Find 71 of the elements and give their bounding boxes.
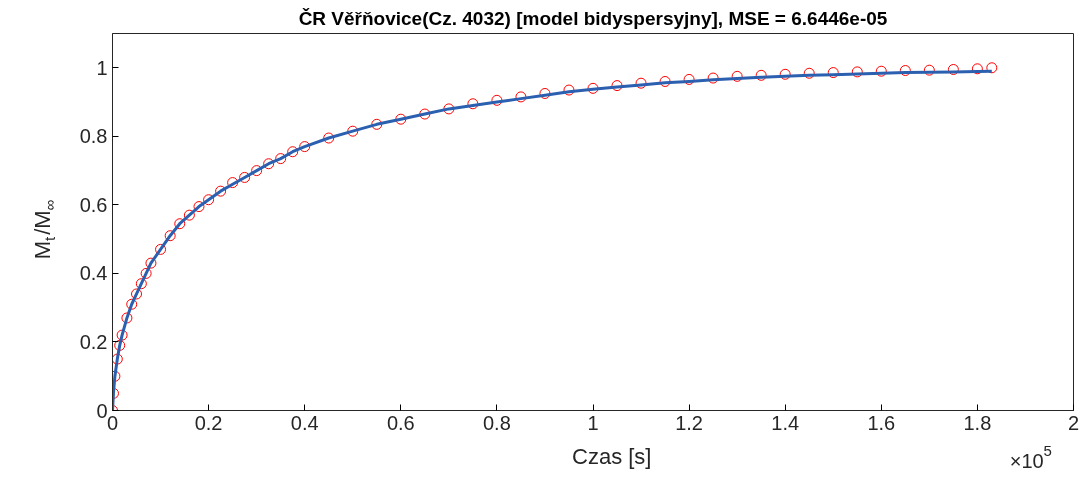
point bbox=[875, 65, 887, 77]
point bbox=[183, 209, 195, 221]
point bbox=[371, 118, 383, 130]
point bbox=[851, 66, 863, 78]
point bbox=[803, 67, 815, 79]
x-tick-label: 0.2 bbox=[194, 411, 223, 434]
y-tick-label: 0.6 bbox=[79, 193, 108, 216]
point bbox=[986, 62, 998, 74]
point bbox=[755, 69, 767, 81]
point bbox=[174, 218, 186, 230]
point bbox=[203, 194, 215, 206]
point bbox=[140, 267, 152, 279]
point bbox=[121, 312, 133, 324]
point bbox=[227, 177, 239, 189]
point bbox=[587, 82, 599, 94]
chart-title: ČR Věřňovice(Cz. 4032) [model bidyspersyjny], MSE = 6.6446e-05 bbox=[298, 7, 888, 29]
x-tick-label: 1.4 bbox=[771, 411, 800, 434]
point bbox=[611, 80, 623, 92]
x-tick-label: 1 bbox=[587, 411, 599, 434]
point bbox=[779, 68, 791, 80]
line-series bbox=[112, 69, 994, 411]
x-tick-label: 0.4 bbox=[290, 411, 319, 434]
point bbox=[515, 91, 527, 103]
point bbox=[731, 70, 743, 82]
point bbox=[251, 165, 263, 177]
point bbox=[299, 141, 311, 153]
point bbox=[114, 339, 126, 351]
y-axis-title: Mt/M∞ bbox=[30, 199, 58, 260]
point bbox=[563, 84, 575, 96]
point bbox=[467, 98, 479, 110]
point bbox=[491, 94, 503, 106]
point bbox=[155, 243, 167, 255]
point bbox=[112, 353, 123, 365]
point bbox=[131, 288, 143, 300]
x-tick-label: 0.8 bbox=[483, 411, 511, 434]
point bbox=[347, 125, 359, 137]
point bbox=[443, 103, 455, 115]
point bbox=[323, 132, 335, 144]
x-axis-title: Czas [s] bbox=[572, 444, 652, 469]
point bbox=[215, 185, 227, 197]
point bbox=[947, 64, 959, 75]
point bbox=[263, 158, 275, 170]
y-tick-label: 0.2 bbox=[79, 330, 108, 353]
point bbox=[126, 298, 138, 310]
point bbox=[164, 230, 176, 242]
point bbox=[827, 67, 839, 79]
point bbox=[395, 113, 407, 125]
y-tick-label: 0.4 bbox=[79, 262, 108, 285]
point bbox=[419, 108, 431, 120]
x-tick-label: 1.6 bbox=[867, 411, 896, 434]
point bbox=[275, 153, 287, 165]
point bbox=[539, 87, 551, 99]
y-tick-label: 0.8 bbox=[79, 125, 108, 148]
point bbox=[239, 171, 251, 183]
point bbox=[635, 77, 647, 89]
point bbox=[116, 329, 128, 341]
x-tick-label: 2 bbox=[1067, 411, 1080, 434]
point bbox=[135, 278, 147, 290]
x-tick-label: 1.8 bbox=[963, 411, 992, 434]
point bbox=[707, 72, 719, 84]
y-tick-label: 1 bbox=[96, 56, 108, 79]
point bbox=[683, 73, 695, 85]
point bbox=[923, 64, 935, 76]
x-tick-label: 1.2 bbox=[675, 411, 704, 434]
x-tick-label: 0.6 bbox=[386, 411, 415, 434]
point bbox=[659, 75, 671, 87]
point bbox=[145, 257, 157, 269]
point bbox=[287, 146, 299, 158]
point bbox=[899, 65, 911, 76]
point bbox=[193, 201, 205, 213]
point bbox=[971, 63, 983, 75]
